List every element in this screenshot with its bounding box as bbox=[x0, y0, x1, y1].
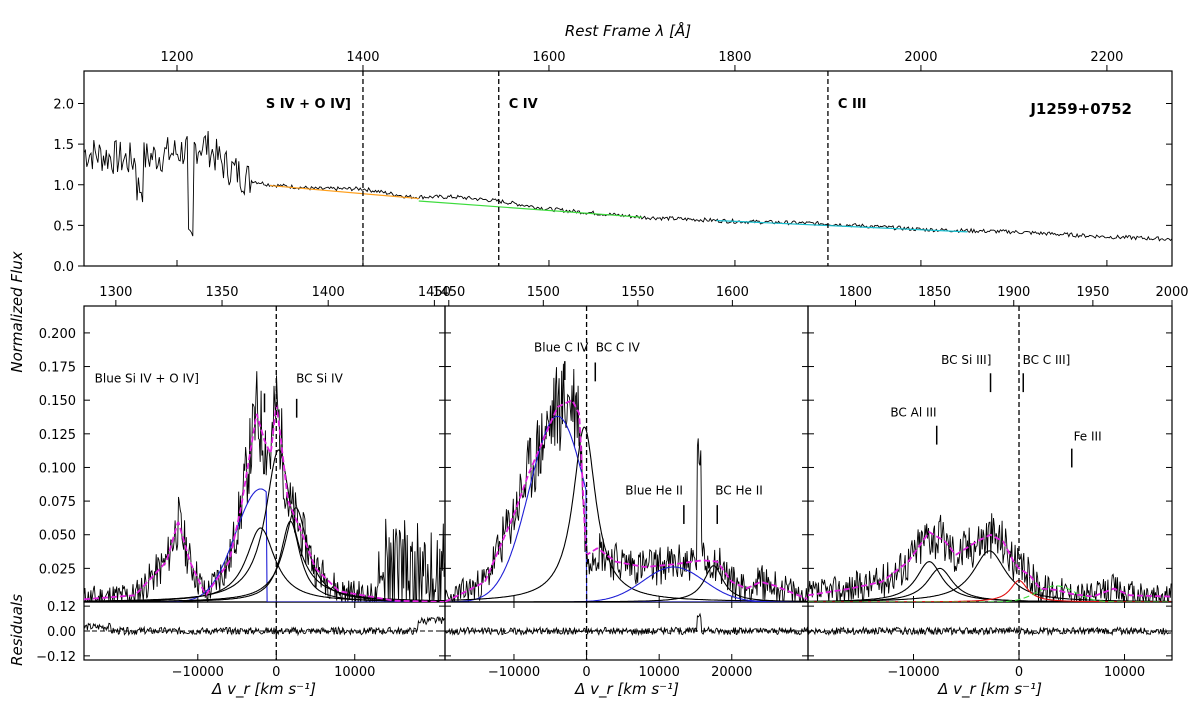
residual-y-tick-label: 0.00 bbox=[47, 625, 76, 640]
velocity-tick-label: 20000 bbox=[711, 665, 752, 680]
line-annotation-label: BC C III] bbox=[1023, 353, 1071, 367]
residual-line bbox=[83, 616, 446, 637]
continuum-fit-line bbox=[716, 219, 968, 233]
wavelength-tick-label: 1450 bbox=[418, 285, 451, 300]
fit-component-line bbox=[445, 565, 808, 602]
residual-line bbox=[444, 612, 809, 637]
y-tick-label: 0.100 bbox=[39, 461, 76, 476]
residual-y-tick-label: 0.12 bbox=[47, 600, 76, 615]
overview-y-tick-label: 0.5 bbox=[53, 219, 74, 234]
velocity-tick-label: 10000 bbox=[638, 665, 679, 680]
continuum-fit-line bbox=[418, 200, 642, 218]
wavelength-tick-label: 2000 bbox=[1155, 285, 1188, 300]
observed-spectrum-line bbox=[84, 371, 445, 602]
wavelength-tick-label: 1400 bbox=[312, 285, 345, 300]
top-axis-title: Rest Frame λ [Å] bbox=[565, 21, 691, 40]
overview-x-tick-label: 1800 bbox=[718, 50, 751, 65]
line-annotation-label: BC Si IV bbox=[296, 372, 344, 386]
total-model-line bbox=[445, 399, 808, 602]
residual-y-tick-label: −0.12 bbox=[36, 650, 76, 665]
overview-y-tick-label: 1.5 bbox=[53, 138, 74, 153]
wavelength-tick-label: 1350 bbox=[205, 285, 238, 300]
emission-line-label: C IV bbox=[509, 97, 538, 112]
wavelength-tick-label: 1600 bbox=[716, 285, 749, 300]
overview-x-tick-label: 2200 bbox=[1090, 50, 1123, 65]
y-tick-label: 0.150 bbox=[39, 394, 76, 409]
wavelength-tick-label: 1950 bbox=[1076, 285, 1109, 300]
velocity-tick-label: −10000 bbox=[488, 665, 540, 680]
y-tick-label: 0.200 bbox=[39, 327, 76, 342]
line-annotation-label: BC C IV bbox=[596, 341, 641, 355]
wavelength-tick-label: 1450 bbox=[432, 285, 465, 300]
overview-x-tick-label: 2000 bbox=[904, 50, 937, 65]
wavelength-tick-label: 1300 bbox=[99, 285, 132, 300]
fit-component-line bbox=[445, 566, 808, 602]
c-iii-panel: 1800 1850 1900 1950 2000 −10000 0 10000 BC Al II… bbox=[807, 285, 1189, 680]
plot-area bbox=[445, 363, 808, 602]
overview-y-tick-label: 2.0 bbox=[53, 98, 74, 113]
plot-area bbox=[84, 371, 445, 602]
y-tick-label: 0.075 bbox=[39, 495, 76, 510]
velocity-tick-label: 0 bbox=[272, 665, 280, 680]
fit-component-line bbox=[84, 488, 445, 602]
wavelength-tick-label: 1800 bbox=[839, 285, 872, 300]
overview-frame bbox=[83, 70, 1173, 267]
emission-line-label: C III bbox=[838, 97, 867, 112]
line-annotation-label: Fe III bbox=[1074, 430, 1102, 444]
overview-spectrum-line bbox=[83, 130, 1173, 242]
continuum-fit-line bbox=[269, 184, 419, 200]
line-annotation-label: BC Al III bbox=[890, 405, 936, 419]
residuals-axis-label: Residuals bbox=[8, 594, 26, 666]
overview-y-tick-label: 0.0 bbox=[53, 260, 74, 275]
overview-x-tick-label: 1600 bbox=[532, 50, 565, 65]
object-name-label: J1259+0752 bbox=[1029, 100, 1132, 118]
overview-y-tick-label: 1.0 bbox=[53, 179, 74, 194]
fit-component-line bbox=[84, 520, 445, 602]
fit-component-line bbox=[445, 415, 808, 602]
overview-x-tick-label: 1200 bbox=[160, 50, 193, 65]
wavelength-tick-label: 1550 bbox=[621, 285, 654, 300]
total-model-line bbox=[808, 530, 1172, 598]
velocity-label-c-iii: Δ v_r [km s⁻¹] bbox=[937, 680, 1042, 699]
wavelength-tick-label: 1500 bbox=[527, 285, 560, 300]
c-iv-panel: 1450 1500 1550 1600 −10000 0 10000 20000 Blue C … bbox=[432, 285, 809, 680]
velocity-tick-label: −10000 bbox=[887, 665, 939, 680]
velocity-tick-label: 0 bbox=[1015, 665, 1023, 680]
velocity-tick-label: −10000 bbox=[172, 665, 224, 680]
line-annotation-label: Blue Si IV + O IV] bbox=[95, 372, 199, 386]
velocity-label-si-iv: Δ v_r [km s⁻¹] bbox=[211, 680, 316, 699]
velocity-label-c-iv: Δ v_r [km s⁻¹] bbox=[574, 680, 679, 699]
line-annotation-label: BC Si III] bbox=[941, 353, 991, 367]
y-tick-label: 0.125 bbox=[39, 428, 76, 443]
line-annotation-label: Blue C IV bbox=[534, 341, 589, 355]
si-iv-panel: 1300 1350 1400 1450 0.025 0.050 0.075 0.100 0.12… bbox=[36, 285, 451, 680]
wavelength-tick-label: 1850 bbox=[918, 285, 951, 300]
line-annotation-label: Blue He II bbox=[625, 483, 683, 497]
velocity-tick-label: 10000 bbox=[334, 665, 375, 680]
fit-component-line bbox=[445, 426, 808, 602]
total-model-line bbox=[84, 404, 445, 602]
fit-component-line bbox=[808, 550, 1172, 602]
main-frame bbox=[807, 305, 1173, 603]
overview-x-tick-label: 1400 bbox=[346, 50, 379, 65]
emission-line-label: S IV + O IV] bbox=[266, 97, 351, 112]
fit-component-line bbox=[808, 585, 1172, 602]
plot-area bbox=[808, 513, 1172, 602]
velocity-tick-label: 10000 bbox=[1104, 665, 1145, 680]
observed-spectrum-line bbox=[808, 513, 1172, 602]
velocity-tick-label: 0 bbox=[582, 665, 590, 680]
y-axis-label: Normalized Flux bbox=[8, 251, 26, 372]
wavelength-tick-label: 1900 bbox=[997, 285, 1030, 300]
y-tick-label: 0.175 bbox=[39, 361, 76, 376]
y-tick-label: 0.025 bbox=[39, 562, 76, 577]
overview-panel: 1200 1400 1600 1800 2000 2200 0.0 0.5 1.0 1.5 2.0 S… bbox=[53, 50, 1173, 275]
y-tick-label: 0.050 bbox=[39, 529, 76, 544]
line-annotation-label: BC He II bbox=[715, 483, 763, 497]
